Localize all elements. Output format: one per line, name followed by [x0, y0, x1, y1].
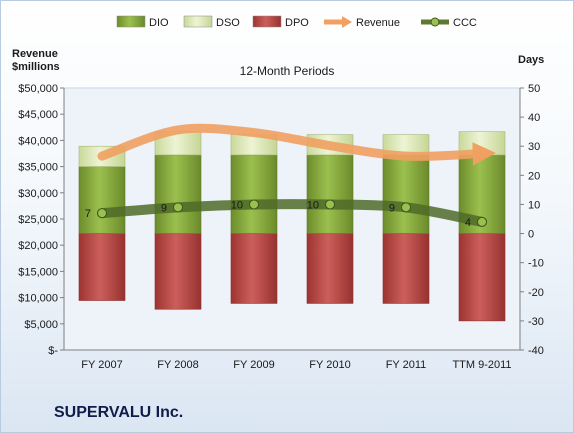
left-axis-label-line1: Revenue	[12, 48, 58, 60]
legend-label: CCC	[453, 17, 477, 29]
ccc-data-label: 10	[231, 199, 243, 211]
ccc-data-label: 7	[85, 208, 91, 220]
x-tick-label: TTM 9-2011	[452, 359, 511, 371]
legend-label: Revenue	[356, 17, 400, 29]
left-tick-label: $30,000	[18, 188, 58, 200]
bar-dpo	[458, 233, 506, 322]
left-tick-label: $5,000	[24, 319, 58, 331]
left-tick-label: $50,000	[18, 83, 58, 95]
legend-ccc-marker	[430, 17, 440, 27]
bar-dio	[78, 166, 126, 234]
legend-arrowhead	[342, 16, 352, 28]
right-tick-label: -20	[528, 287, 544, 299]
bar-dio	[230, 154, 278, 234]
left-tick-label: $20,000	[18, 240, 58, 252]
left-tick-label: $25,000	[18, 214, 58, 226]
right-tick-label: 0	[528, 229, 534, 241]
right-axis-label: Days	[518, 54, 544, 66]
x-tick-label: FY 2009	[233, 359, 274, 371]
legend-label: DIO	[149, 17, 169, 29]
ccc-data-label: 9	[161, 202, 167, 214]
x-tick-label: FY 2010	[309, 359, 350, 371]
right-tick-label: 40	[528, 112, 540, 124]
left-axis-label-line2: $millions	[12, 61, 60, 73]
bar-dpo	[306, 233, 354, 304]
ccc-line-path	[97, 199, 487, 227]
right-tick-label: -10	[528, 258, 544, 270]
legend-label: DPO	[285, 17, 309, 29]
bars	[78, 131, 506, 322]
company-name: SUPERVALU Inc.	[54, 404, 184, 421]
ccc-data-label: 10	[307, 199, 319, 211]
ccc-point	[249, 199, 259, 210]
right-tick-label: -40	[528, 345, 544, 357]
bar-dpo	[154, 233, 202, 310]
right-axis: -40 -30 -20 -10 0 10 20 30 40 50	[519, 83, 544, 357]
bar-dio	[382, 154, 430, 234]
revenue-arrow	[97, 123, 497, 166]
ccc-point	[325, 199, 335, 210]
ccc-line: 7 9 10 10 9 4	[85, 199, 487, 229]
ccc-point	[173, 202, 183, 213]
bar-dpo	[230, 233, 278, 304]
left-tick-label: $45,000	[18, 109, 58, 121]
bar-dpo	[78, 233, 126, 301]
left-tick-label: $35,000	[18, 162, 58, 174]
x-tick-label: FY 2011	[386, 359, 427, 371]
bar-dio	[154, 154, 202, 234]
left-tick-label: $-	[48, 345, 58, 357]
ccc-point	[97, 208, 107, 219]
right-tick-label: -30	[528, 316, 544, 328]
x-axis: FY 2007 FY 2008 FY 2009 FY 2010 FY 2011 TTM 9…	[64, 349, 520, 371]
right-tick-label: 10	[528, 199, 540, 211]
right-tick-label: 50	[528, 83, 540, 95]
legend-swatch-dio	[116, 15, 146, 28]
x-tick-label: FY 2008	[157, 359, 198, 371]
legend-swatch-dpo	[252, 15, 282, 28]
left-tick-label: $10,000	[18, 293, 58, 305]
legend-swatch-dso	[183, 15, 213, 28]
legend-label: DSO	[216, 17, 240, 29]
revenue-line	[97, 123, 497, 166]
ccc-point	[477, 216, 487, 227]
ccc-point	[401, 202, 411, 213]
right-tick-label: 20	[528, 170, 540, 182]
left-axis: $- $5,000 $10,000 $15,000 $20,000 $25,000 $30,…	[18, 83, 65, 357]
ccc-data-label: 4	[465, 217, 471, 229]
left-tick-label: $40,000	[18, 135, 58, 147]
bar-dpo	[382, 233, 430, 304]
x-tick-label: FY 2007	[81, 359, 122, 371]
plot-area	[63, 87, 521, 351]
bar-dio	[306, 154, 354, 234]
right-tick-label: 30	[528, 141, 540, 153]
ccc-data-label: 9	[389, 202, 395, 214]
chart-title: 12-Month Periods	[240, 64, 335, 78]
legend: DIO DSO DPO Revenue CCC	[116, 15, 477, 29]
left-tick-label: $15,000	[18, 266, 58, 278]
